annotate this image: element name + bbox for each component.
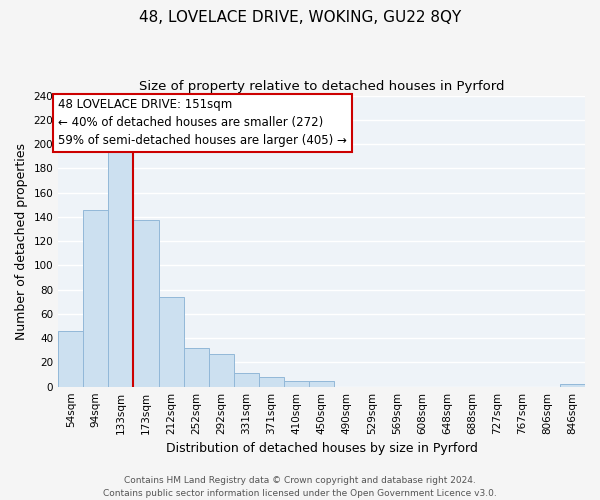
Title: Size of property relative to detached houses in Pyrford: Size of property relative to detached ho…: [139, 80, 505, 93]
Bar: [209, 354, 234, 386]
Bar: [234, 374, 259, 386]
Y-axis label: Number of detached properties: Number of detached properties: [15, 142, 28, 340]
Bar: [309, 380, 334, 386]
Text: Contains HM Land Registry data © Crown copyright and database right 2024.
Contai: Contains HM Land Registry data © Crown c…: [103, 476, 497, 498]
X-axis label: Distribution of detached houses by size in Pyrford: Distribution of detached houses by size …: [166, 442, 478, 455]
Bar: [158, 297, 184, 386]
Bar: [284, 380, 309, 386]
Bar: [58, 331, 83, 386]
Bar: [259, 377, 284, 386]
Bar: [83, 210, 109, 386]
Bar: [560, 384, 585, 386]
Text: 48, LOVELACE DRIVE, WOKING, GU22 8QY: 48, LOVELACE DRIVE, WOKING, GU22 8QY: [139, 10, 461, 25]
Text: 48 LOVELACE DRIVE: 151sqm
← 40% of detached houses are smaller (272)
59% of semi: 48 LOVELACE DRIVE: 151sqm ← 40% of detac…: [58, 98, 347, 148]
Bar: [133, 220, 158, 386]
Bar: [184, 348, 209, 387]
Bar: [109, 149, 133, 386]
